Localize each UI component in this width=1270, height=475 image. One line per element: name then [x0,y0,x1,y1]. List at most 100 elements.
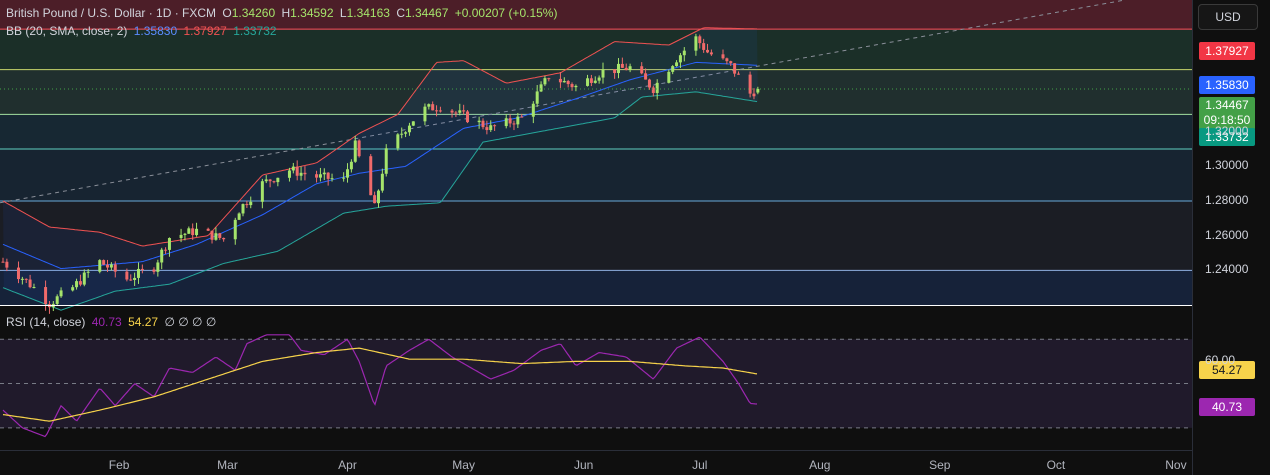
candle-body [349,161,353,170]
candle-body [129,279,133,281]
y-axis-tick: 1.28000 [1205,193,1249,208]
candle-body [667,71,671,83]
candle-body [400,133,404,135]
level-zone [0,270,1192,305]
candle-body [59,290,63,297]
bb-basis-value: 1.35830 [133,24,178,38]
symbol-title[interactable]: British Pound / U.S. Dollar · 1D · FXCM [6,6,217,20]
candle-body [28,279,32,288]
candle-body [644,73,648,80]
candle-body [450,110,454,113]
last-price-label: 1.34467 09:18:50 [1199,97,1255,130]
candle-body [222,237,226,240]
candle-body [98,260,102,272]
level-zone [0,29,1192,70]
candle-body [628,66,632,71]
candle-body [78,281,82,285]
currency-button[interactable]: USD [1198,4,1258,30]
candle-body [706,49,710,53]
candle-body [438,110,442,112]
candle-body [75,281,79,288]
level-zone [0,149,1192,202]
bb-name: BB (20, SMA, close, 2) [6,24,128,38]
candle-body [675,62,679,67]
rsi-legend[interactable]: RSI (14, close) 40.73 54.27 ∅ ∅ ∅ ∅ [6,315,219,329]
candle-body [458,110,462,113]
x-axis-tick-sep: Sep [929,458,951,472]
candle-body [268,179,272,182]
open-value: 1.34260 [231,6,276,20]
candle-body [260,181,264,202]
candle-body [291,166,295,171]
candle-body [725,58,729,62]
candle-body [558,78,562,83]
candle-body [547,78,551,80]
candle-body [570,84,574,88]
candle-body [756,88,760,93]
candle-body [586,78,590,86]
candle-body [299,172,303,176]
candle-body [214,233,218,240]
candle-body [346,169,350,178]
level-zone [0,201,1192,271]
candle-body [504,118,508,127]
candle-body [489,125,493,131]
rsi-name: RSI (14, close) [6,315,86,329]
rsi-ma-line [2,347,758,422]
level-zone [0,0,1192,30]
candle-body [647,79,651,88]
rsi-axis-label: 40.73 [1199,398,1255,416]
candle-body [562,81,566,83]
candle-body [682,50,686,56]
bb-lower-price-label: 1.33732 [1199,128,1255,146]
candle-body [206,228,210,231]
candle-body [106,264,110,268]
bb-legend[interactable]: BB (20, SMA, close, 2) 1.35830 1.37927 1… [6,24,280,38]
candle-body [237,213,241,220]
x-axis-tick-aug: Aug [809,458,831,472]
bb-upper-line [2,27,757,247]
candle-body [620,63,624,68]
candle-body [566,81,570,85]
candle-body [16,267,20,280]
candle-body [357,140,361,157]
change-value: +0.00207 (+0.15%) [454,6,558,20]
candle-body [729,61,733,64]
trend-line [0,0,1126,204]
candle-body [152,269,156,272]
candle-body [508,118,512,124]
x-axis-tick-jun: Jun [573,458,594,472]
candle-body [574,85,578,88]
candle-body [736,73,740,75]
candle-body [396,134,400,149]
candle-body [601,69,605,78]
bb-basis-price-label: 1.35830 [1199,76,1255,94]
candle-body [616,63,620,74]
candle-body [589,78,593,83]
last-price-value: 1.34467 [1205,98,1249,112]
rsi-value: 40.73 [91,315,122,329]
candle-body [167,238,171,250]
candle-body [373,195,377,204]
candle-body [423,106,427,122]
candle-body [655,82,659,93]
candle-body [187,228,191,234]
candle-body [276,177,280,183]
candle-body [721,54,725,59]
candle-body [380,173,384,191]
bb-upper-price-label: 1.37927 [1199,42,1255,60]
x-axis-tick-oct: Oct [1046,458,1066,472]
rsi-ma-value: 54.27 [128,315,159,329]
candle-body [593,80,597,83]
candle-body [295,166,299,176]
candle-body [264,179,268,182]
candle-body [113,264,117,272]
candle-body [512,123,516,125]
low-value: 1.34163 [346,6,390,20]
candle-body [752,93,756,97]
candle-body [71,287,75,291]
rsi-axis-tick: 60.00 [1205,353,1236,368]
bb-basis-line [2,61,758,270]
candle-body [466,111,470,123]
